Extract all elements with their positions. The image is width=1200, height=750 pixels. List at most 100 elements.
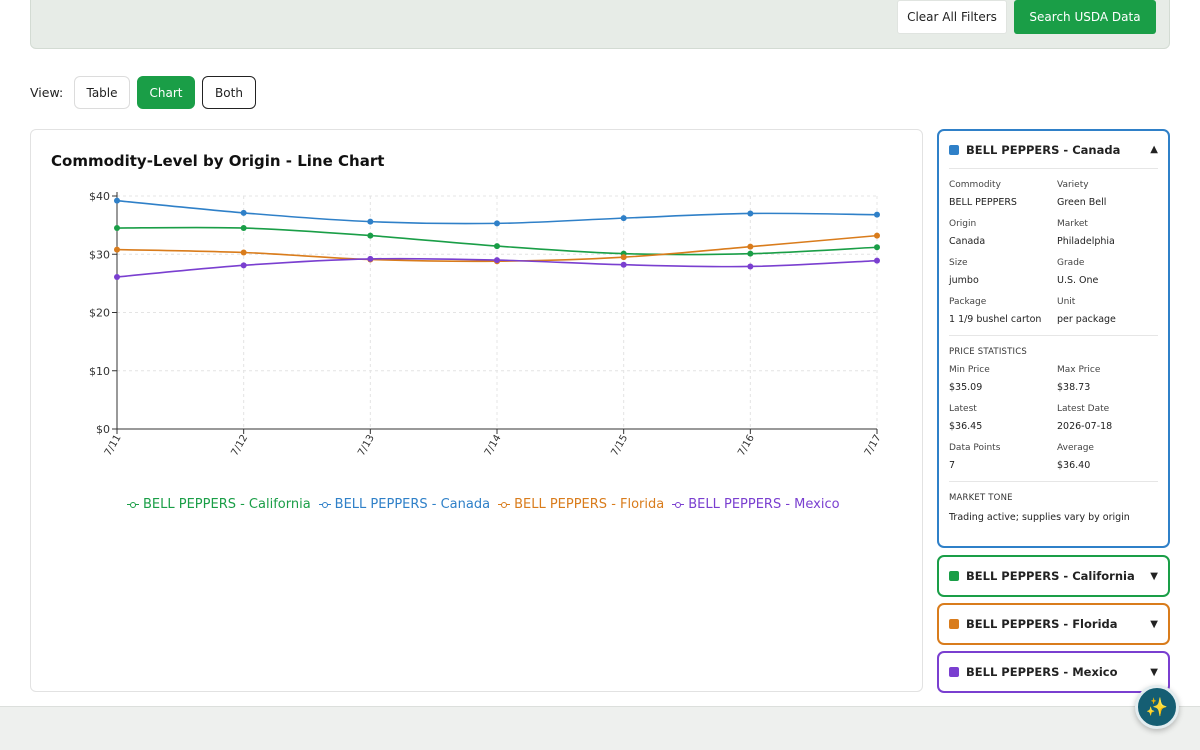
field-value: 7	[949, 460, 956, 471]
search-usda-data-button[interactable]: Search USDA Data	[1014, 0, 1156, 34]
panel-florida-header[interactable]: BELL PEPPERS - Florida ▼	[939, 605, 1168, 643]
field-value: Philadelphia	[1057, 236, 1115, 247]
panel-mexico-title: BELL PEPPERS - Mexico	[966, 665, 1118, 679]
panel-florida[interactable]: BELL PEPPERS - Florida ▼	[937, 603, 1170, 645]
field-cell: Latest $36.45	[949, 403, 1057, 442]
field-label: Grade	[1057, 258, 1085, 268]
data-point	[874, 257, 880, 264]
canada-fields: Commodity BELL PEPPERS Variety Green Bell Or…	[949, 169, 1158, 335]
field-cell: Market Philadelphia	[1057, 218, 1157, 257]
field-label: Latest Date	[1057, 404, 1110, 414]
field-label: Package	[949, 297, 987, 307]
data-point	[620, 261, 627, 268]
data-point	[874, 232, 880, 239]
field-label: Origin	[949, 219, 977, 229]
field-cell: Min Price $35.09	[949, 364, 1057, 403]
field-cell: Max Price $38.73	[1057, 364, 1157, 403]
legend-item[interactable]: BELL PEPPERS - Florida	[498, 497, 664, 512]
field-label: Average	[1057, 443, 1094, 453]
legend-item[interactable]: BELL PEPPERS - Mexico	[672, 497, 840, 512]
florida-swatch	[949, 619, 959, 629]
field-cell: Origin Canada	[949, 218, 1057, 257]
legend-item[interactable]: BELL PEPPERS - Canada	[318, 497, 491, 512]
view-chart-button[interactable]: Chart	[137, 76, 195, 109]
canada-stats: Min Price $35.09 Max Price $38.73 Latest $36.…	[949, 364, 1158, 481]
data-point	[620, 215, 627, 222]
data-point	[240, 209, 247, 216]
field-cell: Grade U.S. One	[1057, 257, 1157, 296]
data-point	[747, 263, 754, 270]
legend-marker-icon	[672, 501, 685, 509]
data-point	[874, 244, 880, 251]
data-point	[240, 249, 247, 256]
field-value: BELL PEPPERS	[949, 197, 1017, 208]
california-swatch	[949, 571, 959, 581]
divider	[949, 481, 1158, 482]
chevron-up-icon[interactable]: ▲	[1150, 144, 1158, 155]
field-value: $38.73	[1057, 382, 1091, 393]
field-value: $36.40	[1057, 460, 1091, 471]
chevron-down-icon[interactable]: ▼	[1150, 666, 1158, 678]
data-point	[747, 250, 754, 257]
y-tick-label: $40	[89, 190, 110, 203]
legend-item[interactable]: BELL PEPPERS - California	[127, 497, 311, 512]
field-cell: Latest Date 2026-07-18	[1057, 403, 1157, 442]
x-tick-label: 7/17	[863, 433, 884, 458]
canada-swatch	[949, 144, 959, 155]
x-tick-label: 7/11	[103, 433, 124, 458]
clear-all-filters-button[interactable]: Clear All Filters	[897, 0, 1007, 34]
data-point	[367, 255, 374, 262]
data-point	[494, 220, 500, 227]
market-tone-heading: MARKET TONE	[949, 493, 1013, 503]
panel-canada-header[interactable]: BELL PEPPERS - Canada ▲	[939, 131, 1168, 168]
chart-legend: BELL PEPPERS - California BELL PEPPERS - …	[127, 497, 840, 512]
view-label: View:	[30, 85, 64, 100]
panel-california-header[interactable]: BELL PEPPERS - California ▼	[939, 557, 1168, 595]
market-tone-text: Trading active; supplies vary by origin	[949, 512, 1130, 523]
data-point	[114, 273, 120, 280]
data-point	[747, 243, 754, 250]
price-statistics-heading: PRICE STATISTICS	[949, 347, 1027, 357]
panel-mexico[interactable]: BELL PEPPERS - Mexico ▼	[937, 651, 1170, 693]
field-value: 2026-07-18	[1057, 421, 1113, 432]
legend-label: BELL PEPPERS - Mexico	[688, 497, 840, 512]
legend-marker-icon	[498, 501, 511, 509]
data-point	[494, 243, 500, 250]
data-point	[114, 246, 120, 253]
field-label: Market	[1057, 219, 1088, 229]
view-table-button[interactable]: Table	[74, 76, 130, 109]
data-point	[620, 254, 627, 261]
panel-california-title: BELL PEPPERS - California	[966, 569, 1135, 583]
chevron-down-icon[interactable]: ▼	[1150, 570, 1158, 582]
field-label: Latest	[949, 404, 977, 414]
panel-california[interactable]: BELL PEPPERS - California ▼	[937, 555, 1170, 597]
field-value: jumbo	[949, 275, 979, 286]
field-cell: Average $36.40	[1057, 442, 1157, 481]
panel-florida-title: BELL PEPPERS - Florida	[966, 617, 1118, 631]
field-cell: Commodity BELL PEPPERS	[949, 179, 1057, 218]
data-point	[874, 211, 880, 218]
view-both-button[interactable]: Both	[202, 76, 256, 109]
field-value: 1 1/9 bushel carton	[949, 314, 1042, 325]
panel-mexico-header[interactable]: BELL PEPPERS - Mexico ▼	[939, 653, 1168, 691]
field-cell: Variety Green Bell	[1057, 179, 1157, 218]
x-tick-label: 7/13	[356, 433, 377, 458]
legend-label: BELL PEPPERS - Canada	[334, 497, 491, 512]
field-value: per package	[1057, 314, 1116, 325]
data-point	[240, 225, 247, 232]
sparkles-icon[interactable]: ✨	[1135, 685, 1179, 729]
data-point	[240, 262, 247, 269]
divider	[949, 335, 1158, 336]
y-tick-label: $20	[89, 307, 110, 320]
x-tick-label: 7/16	[736, 433, 757, 458]
y-tick-label: $30	[89, 248, 110, 261]
data-point	[494, 257, 500, 264]
legend-label: BELL PEPPERS - California	[143, 497, 311, 512]
panel-canada: BELL PEPPERS - Canada ▲ Commodity BELL PE…	[937, 129, 1170, 548]
chevron-down-icon[interactable]: ▼	[1150, 618, 1158, 630]
field-value: U.S. One	[1057, 275, 1099, 286]
field-label: Data Points	[949, 443, 1001, 453]
field-label: Size	[949, 258, 968, 268]
footer	[0, 706, 1200, 750]
field-cell: Data Points 7	[949, 442, 1057, 481]
